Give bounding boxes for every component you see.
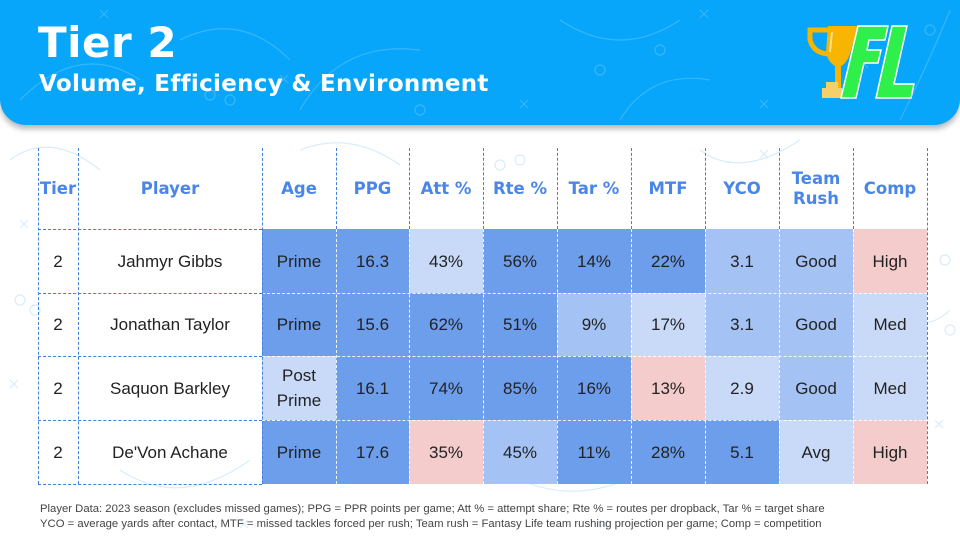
footnote-line-1: Player Data: 2023 season (excludes misse… (40, 503, 825, 515)
cell-mtf: 28% (631, 420, 705, 484)
cell-mtf: 13% (631, 356, 705, 420)
cell-column-divider (483, 229, 484, 484)
cell-team-rush: Good (779, 229, 853, 293)
cell-yco: 3.1 (705, 229, 779, 293)
cell-ppg: 16.1 (336, 356, 409, 420)
page-title: Tier 2 (38, 18, 178, 67)
column-divider (705, 148, 706, 229)
column-header-ppg: PPG (353, 178, 392, 198)
cell-ppg: 15.6 (336, 293, 409, 356)
column-header-att-pct: Att % (420, 178, 472, 198)
cell-column-divider (631, 229, 632, 484)
cell-player: De'Von Achane (112, 442, 228, 462)
cell-column-divider (557, 229, 558, 484)
column-header-rte-pct: Rte % (492, 178, 548, 198)
cell-player: Jahmyr Gibbs (117, 251, 223, 271)
column-divider (409, 148, 410, 229)
row-divider (38, 420, 262, 421)
cell-rte-pct: 45% (483, 420, 557, 484)
cell-rte-pct: 51% (483, 293, 557, 356)
column-divider (927, 148, 928, 484)
row-divider (38, 229, 262, 230)
column-divider (557, 148, 558, 229)
cell-yco: 2.9 (705, 356, 779, 420)
cell-att-pct: 74% (409, 356, 483, 420)
page-subtitle: Volume, Efficiency & Environment (39, 71, 489, 97)
cell-age: Prime (262, 229, 336, 293)
row-divider (38, 356, 262, 357)
cell-tar-pct: 14% (557, 229, 631, 293)
cell-age: Prime (262, 293, 336, 356)
player-tier-table: Tier Player Age PPG Att % Rte % Tar % MTF YCO Tea… (38, 148, 928, 485)
cell-comp: High (853, 229, 927, 293)
column-header-yco: YCO (723, 178, 761, 198)
row-divider (38, 484, 262, 485)
cell-rte-pct: 85% (483, 356, 557, 420)
column-divider (38, 148, 39, 484)
fl-logo-text (840, 25, 915, 99)
cell-yco: 3.1 (705, 293, 779, 356)
cell-tar-pct: 16% (557, 356, 631, 420)
cell-divider (262, 293, 927, 294)
cell-ppg: 17.6 (336, 420, 409, 484)
column-divider (853, 148, 854, 229)
column-divider (78, 148, 79, 484)
cell-tier: 2 (53, 378, 63, 398)
cell-divider (262, 420, 927, 421)
cell-ppg: 16.3 (336, 229, 409, 293)
row-divider (38, 293, 262, 294)
column-header-tar-pct: Tar % (568, 178, 620, 198)
table-header-row: Tier Player Age PPG Att % Rte % Tar % MTF YCO Tea… (38, 148, 927, 229)
cell-tier: 2 (53, 251, 63, 271)
cell-divider (262, 356, 927, 357)
column-header-team-rush: Team Rush (791, 168, 841, 208)
cell-age: Prime (262, 420, 336, 484)
header-banner: Tier 2 Volume, Efficiency & Environment (0, 0, 960, 125)
cell-tier: 2 (53, 442, 63, 462)
cell-att-pct: 43% (409, 229, 483, 293)
cell-column-divider (853, 229, 854, 484)
cell-player: Saquon Barkley (109, 378, 231, 398)
column-divider (483, 148, 484, 229)
column-divider (336, 148, 337, 229)
cell-tier: 2 (53, 315, 63, 334)
cell-column-divider (705, 229, 706, 484)
column-divider (262, 148, 263, 484)
cell-age: Post Prime (262, 356, 336, 420)
column-header-comp: Comp (863, 178, 917, 198)
cell-comp: Med (853, 356, 927, 420)
cell-comp: Med (853, 293, 927, 356)
column-header-mtf: MTF (648, 178, 688, 198)
footnote-line-2: YCO = average yards after contact, MTF =… (40, 517, 822, 530)
banner-playbook-pattern (19, 9, 951, 121)
table-row: 2 Jahmyr Gibbs Prime 16.3 43% 56% 14% 22% 3.1 Goo… (38, 229, 927, 293)
trophy-icon (807, 26, 858, 98)
column-header-player: Player (140, 178, 200, 198)
cell-yco: 5.1 (705, 420, 779, 484)
cell-tar-pct: 11% (557, 420, 631, 484)
table-row: 2 Saquon Barkley Post Prime 16.1 74% 85% 16% 13… (38, 356, 927, 420)
cell-mtf: 22% (631, 229, 705, 293)
column-header-age: Age (281, 178, 317, 198)
column-header-tier: Tier (39, 178, 77, 198)
cell-team-rush: Avg (779, 420, 853, 484)
cell-rte-pct: 56% (483, 229, 557, 293)
cell-column-divider (409, 229, 410, 484)
cell-att-pct: 35% (409, 420, 483, 484)
cell-comp: High (853, 420, 927, 484)
table-row: 2 Jonathan Taylor Prime 15.6 62% 51% 9% 17% 3.1 G… (38, 293, 927, 356)
cell-team-rush: Good (779, 356, 853, 420)
cell-att-pct: 62% (409, 293, 483, 356)
fantasy-life-logo (807, 25, 915, 99)
table-row: 2 De'Von Achane Prime 17.6 35% 45% 11% 28% 5.1 Av… (38, 420, 927, 484)
cell-mtf: 17% (631, 293, 705, 356)
cell-column-divider (779, 229, 780, 484)
cell-team-rush: Good (779, 293, 853, 356)
cell-column-divider (336, 229, 337, 484)
cell-player: Jonathan Taylor (110, 315, 230, 334)
column-divider (631, 148, 632, 229)
footnote: Player Data: 2023 season (excludes misse… (40, 502, 825, 531)
column-divider (779, 148, 780, 229)
cell-tar-pct: 9% (557, 293, 631, 356)
